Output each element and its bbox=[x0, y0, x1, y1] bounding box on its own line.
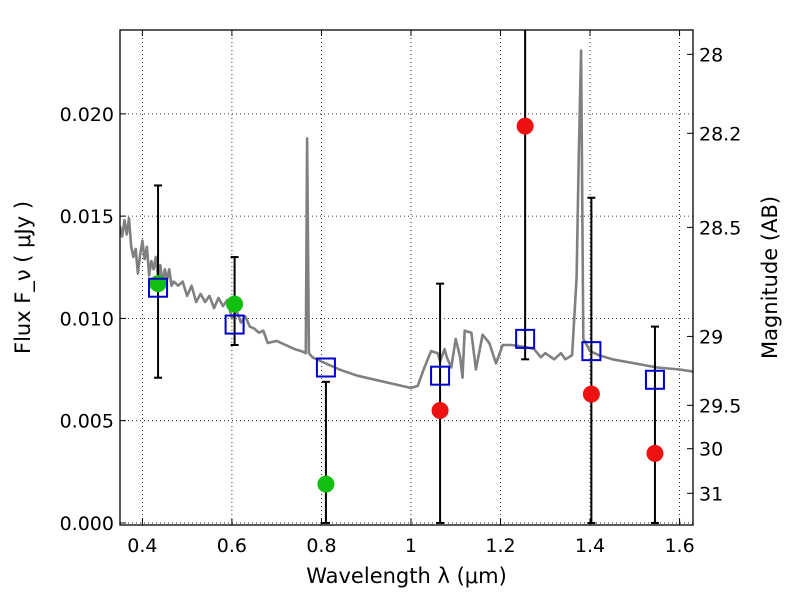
upper-limit-point bbox=[646, 444, 664, 462]
model-photometry-square bbox=[430, 365, 451, 386]
right-tick-label: 28.2 bbox=[699, 123, 741, 145]
model-photometry-square bbox=[315, 357, 336, 378]
right-tick-label: 31 bbox=[699, 483, 723, 505]
model-photometry-square bbox=[224, 314, 245, 335]
x-axis-title: Wavelength λ (μm) bbox=[306, 564, 507, 588]
right-tick-label: 29 bbox=[699, 326, 723, 348]
model-sed-line bbox=[120, 49, 693, 390]
x-tick-label: 1.6 bbox=[664, 535, 694, 557]
tick-layer: 0.4 0.6 0.8 1 1.2 1.4 1.6 0.000 0.005 0.010 0.015 0… bbox=[60, 30, 741, 557]
x-tick-label: 0.6 bbox=[217, 535, 247, 557]
x-tick-label: 1.2 bbox=[485, 535, 515, 557]
right-tick-label: 29.5 bbox=[699, 395, 741, 417]
x-tick-label: 0.4 bbox=[127, 535, 157, 557]
y-axis-title: Flux F_ν ( μJy ) bbox=[11, 201, 36, 354]
y-tick-label: 0.015 bbox=[60, 206, 114, 228]
model-photometry-square bbox=[644, 369, 665, 390]
model-photometry-square bbox=[148, 277, 169, 298]
right-tick-label: 30 bbox=[699, 439, 723, 461]
x-tick-label: 1 bbox=[405, 535, 417, 557]
model-photometry-square bbox=[581, 341, 602, 362]
model-sed-layer bbox=[120, 49, 693, 390]
right-axis-title: Magnitude (AB) bbox=[758, 196, 782, 359]
y-tick-label: 0.005 bbox=[60, 411, 114, 433]
errorbar-layer bbox=[154, 30, 659, 524]
x-tick-label: 1.4 bbox=[575, 535, 605, 557]
y-tick-label: 0.020 bbox=[60, 104, 114, 126]
upper-limit-point bbox=[582, 385, 600, 403]
right-tick-label: 28 bbox=[699, 44, 723, 66]
y-tick-label: 0.010 bbox=[60, 308, 114, 330]
right-tick-label: 28.5 bbox=[699, 217, 741, 239]
grid-layer bbox=[120, 30, 693, 525]
model-photometry-square bbox=[515, 328, 536, 349]
x-tick-label: 0.8 bbox=[306, 535, 336, 557]
upper-limit-point bbox=[516, 117, 534, 135]
detection-point bbox=[226, 295, 244, 313]
point-layer bbox=[148, 117, 665, 493]
upper-limit-point bbox=[431, 401, 449, 419]
plot-frame bbox=[119, 29, 694, 526]
detection-point bbox=[317, 475, 335, 493]
y-tick-label: 0.000 bbox=[60, 513, 114, 535]
